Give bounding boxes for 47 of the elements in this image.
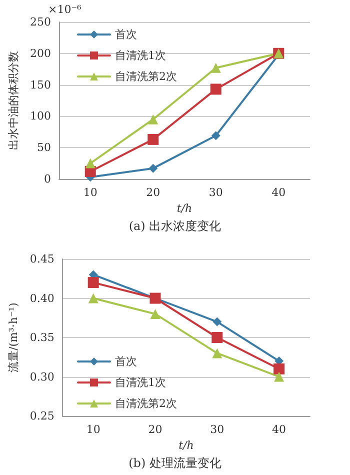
- point: [88, 277, 99, 288]
- x-tick-label: 10: [83, 186, 98, 199]
- y-tick-label: 100: [30, 110, 51, 123]
- point: [85, 158, 96, 168]
- legend-label: 自清洗第2次: [115, 70, 177, 83]
- y-tick-label: 200: [30, 46, 51, 60]
- x-tick-label: 40: [272, 186, 286, 199]
- point: [88, 293, 98, 304]
- point: [211, 131, 220, 140]
- y-tick-label: 250: [30, 16, 51, 28]
- y-axis-title: 流量/(m³·h⁻¹): [7, 302, 20, 372]
- point: [212, 332, 223, 343]
- y-axis-title: 出水中油的体积分数: [7, 51, 20, 150]
- x-tick-label: 30: [208, 186, 223, 199]
- point: [148, 134, 159, 145]
- y-tick-label: 0.30: [30, 370, 54, 384]
- point: [212, 348, 222, 358]
- text: ×10⁻⁶: [48, 3, 82, 16]
- text: (a) 出水浓度变化: [128, 219, 222, 233]
- legend-label: 自清洗1次: [115, 49, 166, 62]
- y-tick-label: 0: [44, 172, 51, 186]
- point: [274, 372, 284, 382]
- legend-label: 自清洗第2次: [115, 397, 177, 410]
- y-tick-label: 0.45: [30, 252, 54, 266]
- point: [210, 62, 221, 73]
- x-tick-label: 20: [148, 423, 162, 436]
- point: [148, 164, 158, 173]
- legend-label: 自清洗1次: [115, 376, 166, 389]
- x-tick-label: 20: [146, 186, 160, 199]
- point: [148, 114, 158, 124]
- text: (b) 处理流量变化: [128, 456, 222, 470]
- x-axis-title: t/h: [176, 202, 192, 215]
- legend-label: 首次: [115, 355, 137, 368]
- x-tick-label: 10: [86, 423, 100, 436]
- y-tick-label: 0.25: [30, 410, 54, 422]
- y-tick-label: 150: [30, 78, 51, 92]
- point: [212, 317, 222, 326]
- y-tick-label: 50: [37, 141, 51, 154]
- y-tick-label: 0.40: [30, 292, 54, 305]
- legend-label: 首次: [115, 28, 137, 41]
- x-tick-label: 30: [210, 423, 224, 436]
- point: [210, 84, 222, 95]
- point: [274, 363, 285, 374]
- point: [150, 308, 160, 319]
- y-tick-label: 0.35: [30, 331, 54, 344]
- x-tick-label: 40: [272, 423, 286, 436]
- x-axis-title: t/h: [178, 438, 194, 452]
